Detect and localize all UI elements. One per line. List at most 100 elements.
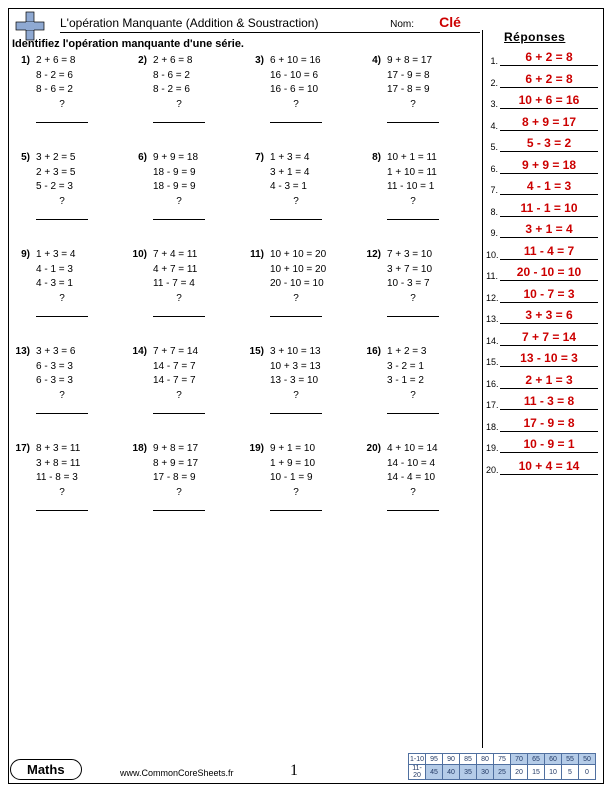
problem-equation: 9 + 8 = 17 bbox=[153, 442, 205, 457]
problem-equation: 10 - 3 = 7 bbox=[387, 277, 439, 292]
problem: 14)7 + 7 = 1414 - 7 = 714 - 7 = 7? bbox=[129, 345, 246, 414]
problem-equation: 5 - 2 = 3 bbox=[36, 180, 88, 195]
problem-equation: 7 + 4 = 11 bbox=[153, 248, 205, 263]
answer-number: 3. bbox=[486, 99, 500, 109]
answer-value: 10 - 9 = 1 bbox=[500, 437, 598, 453]
problem-lines: 1 + 3 = 43 + 1 = 44 - 3 = 1? bbox=[270, 151, 322, 220]
answer-row: 15.13 - 10 = 3 bbox=[486, 351, 598, 367]
page-number: 1 bbox=[290, 762, 298, 780]
score-cell: 80 bbox=[477, 754, 494, 765]
answer-number: 5. bbox=[486, 142, 500, 152]
problem-number: 18) bbox=[129, 442, 153, 511]
problem: 5)3 + 2 = 52 + 3 = 55 - 2 = 3? bbox=[12, 151, 129, 220]
answer-value: 10 + 6 = 16 bbox=[500, 93, 598, 109]
problem-number: 4) bbox=[363, 54, 387, 123]
answer-row: 17.11 - 3 = 8 bbox=[486, 394, 598, 410]
problem-number: 5) bbox=[12, 151, 36, 220]
answer-value: 7 + 7 = 14 bbox=[500, 330, 598, 346]
problem-equation: 8 - 6 = 2 bbox=[153, 69, 205, 84]
problem: 7)1 + 3 = 43 + 1 = 44 - 3 = 1? bbox=[246, 151, 363, 220]
answer-blank[interactable] bbox=[36, 210, 88, 220]
answer-number: 13. bbox=[486, 314, 500, 324]
problem-equation: 3 + 1 = 4 bbox=[270, 166, 322, 181]
answer-blank[interactable] bbox=[270, 501, 322, 511]
score-cell: 70 bbox=[511, 754, 528, 765]
question-mark: ? bbox=[153, 389, 205, 404]
problem: 18)9 + 8 = 178 + 9 = 1717 - 8 = 9? bbox=[129, 442, 246, 511]
score-cell: 0 bbox=[579, 765, 596, 780]
problem-equation: 9 + 1 = 10 bbox=[270, 442, 322, 457]
answer-row: 9.3 + 1 = 4 bbox=[486, 222, 598, 238]
problem-equation: 3 + 10 = 13 bbox=[270, 345, 322, 360]
problem: 6)9 + 9 = 1818 - 9 = 918 - 9 = 9? bbox=[129, 151, 246, 220]
answer-blank[interactable] bbox=[36, 307, 88, 317]
answer-blank[interactable] bbox=[387, 113, 439, 123]
answer-blank[interactable] bbox=[36, 501, 88, 511]
answer-blank[interactable] bbox=[270, 113, 322, 123]
worksheet-title: L'opération Manquante (Addition & Soustr… bbox=[60, 16, 390, 30]
problem-equation: 3 + 7 = 10 bbox=[387, 263, 439, 278]
answer-value: 8 + 9 = 17 bbox=[500, 115, 598, 131]
answer-blank[interactable] bbox=[153, 404, 205, 414]
answer-blank[interactable] bbox=[153, 307, 205, 317]
problem-equation: 10 + 3 = 13 bbox=[270, 360, 322, 375]
answer-blank[interactable] bbox=[153, 501, 205, 511]
question-mark: ? bbox=[36, 195, 88, 210]
answer-key-label: Clé bbox=[420, 14, 480, 30]
answer-blank[interactable] bbox=[387, 210, 439, 220]
problem-lines: 7 + 3 = 103 + 7 = 1010 - 3 = 7? bbox=[387, 248, 439, 317]
question-mark: ? bbox=[153, 292, 205, 307]
answer-blank[interactable] bbox=[270, 307, 322, 317]
problem-equation: 11 - 10 = 1 bbox=[387, 180, 439, 195]
separator-line bbox=[482, 30, 483, 748]
answer-blank[interactable] bbox=[36, 113, 88, 123]
answer-blank[interactable] bbox=[153, 210, 205, 220]
problem-equation: 1 + 3 = 4 bbox=[36, 248, 88, 263]
problem-equation: 10 + 10 = 20 bbox=[270, 263, 326, 278]
answer-value: 10 - 7 = 3 bbox=[500, 287, 598, 303]
score-cell: 30 bbox=[477, 765, 494, 780]
problem-equation: 2 + 6 = 8 bbox=[36, 54, 88, 69]
problem-equation: 2 + 6 = 8 bbox=[153, 54, 205, 69]
answer-number: 9. bbox=[486, 228, 500, 238]
problem: 17)8 + 3 = 113 + 8 = 1111 - 8 = 3? bbox=[12, 442, 129, 511]
question-mark: ? bbox=[153, 486, 205, 501]
score-cell: 90 bbox=[443, 754, 460, 765]
problem: 3)6 + 10 = 1616 - 10 = 616 - 6 = 10? bbox=[246, 54, 363, 123]
problem-equation: 14 - 10 = 4 bbox=[387, 457, 439, 472]
problem: 9)1 + 3 = 44 - 1 = 34 - 3 = 1? bbox=[12, 248, 129, 317]
problem-equation: 8 + 9 = 17 bbox=[153, 457, 205, 472]
question-mark: ? bbox=[36, 389, 88, 404]
problem-number: 6) bbox=[129, 151, 153, 220]
answer-blank[interactable] bbox=[387, 501, 439, 511]
answer-blank[interactable] bbox=[270, 210, 322, 220]
answer-blank[interactable] bbox=[153, 113, 205, 123]
question-mark: ? bbox=[270, 389, 322, 404]
question-mark: ? bbox=[387, 195, 439, 210]
answer-value: 3 + 1 = 4 bbox=[500, 222, 598, 238]
footer-url: www.CommonCoreSheets.fr bbox=[120, 768, 234, 778]
problem-equation: 7 + 3 = 10 bbox=[387, 248, 439, 263]
answer-number: 11. bbox=[486, 271, 500, 281]
problem-lines: 4 + 10 = 1414 - 10 = 414 - 4 = 10? bbox=[387, 442, 439, 511]
problem-lines: 9 + 8 = 1717 - 9 = 817 - 8 = 9? bbox=[387, 54, 439, 123]
answer-row: 10.11 - 4 = 7 bbox=[486, 244, 598, 260]
answer-blank[interactable] bbox=[387, 307, 439, 317]
answer-blank[interactable] bbox=[387, 404, 439, 414]
problem-equation: 3 + 8 = 11 bbox=[36, 457, 88, 472]
answer-number: 20. bbox=[486, 465, 500, 475]
problem: 19)9 + 1 = 101 + 9 = 1010 - 1 = 9? bbox=[246, 442, 363, 511]
answer-row: 12.10 - 7 = 3 bbox=[486, 287, 598, 303]
answer-value: 5 - 3 = 2 bbox=[500, 136, 598, 152]
answer-blank[interactable] bbox=[270, 404, 322, 414]
problem-equation: 6 - 3 = 3 bbox=[36, 360, 88, 375]
problem: 11)10 + 10 = 2010 + 10 = 2020 - 10 = 10? bbox=[246, 248, 363, 317]
problem-lines: 8 + 3 = 113 + 8 = 1111 - 8 = 3? bbox=[36, 442, 88, 511]
problem: 10)7 + 4 = 114 + 7 = 1111 - 7 = 4? bbox=[129, 248, 246, 317]
score-cell: 50 bbox=[579, 754, 596, 765]
problem-equation: 1 + 9 = 10 bbox=[270, 457, 322, 472]
answer-blank[interactable] bbox=[36, 404, 88, 414]
score-cell: 85 bbox=[460, 754, 477, 765]
problem-equation: 3 + 3 = 6 bbox=[36, 345, 88, 360]
score-cell: 20 bbox=[511, 765, 528, 780]
